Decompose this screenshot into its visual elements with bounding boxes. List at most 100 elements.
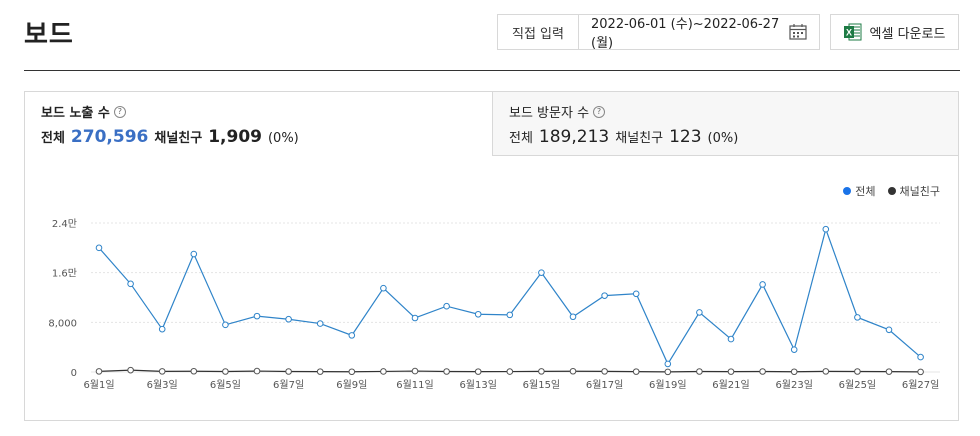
x-tick-label: 6월1일	[83, 379, 114, 391]
data-point-friend	[95, 368, 103, 375]
data-point-total	[474, 310, 482, 318]
data-point-friend	[917, 368, 924, 376]
legend-label-friend: 채널친구	[899, 185, 940, 198]
date-range-picker[interactable]: 직접 입력 2022-06-01 (수)~2022-06-27 (월)	[497, 14, 820, 51]
data-point-total	[380, 284, 387, 292]
x-tick-label: 6월15일	[523, 379, 561, 391]
friend-label: 채널친구	[154, 131, 203, 146]
data-point-total	[316, 320, 324, 327]
tab-title: 보드 방문자 수	[509, 106, 590, 121]
data-point-friend	[316, 368, 324, 375]
data-point-friend	[253, 367, 261, 375]
help-icon[interactable]: ?	[593, 105, 606, 118]
data-point-friend	[696, 368, 703, 375]
x-tick-label: 6월19일	[649, 379, 687, 391]
legend-dot-friend	[887, 187, 896, 195]
data-point-total	[506, 311, 514, 319]
x-tick-label: 6월13일	[459, 379, 497, 391]
legend-item-total[interactable]: 전체	[843, 183, 876, 199]
data-point-friend	[348, 368, 356, 376]
data-point-total	[253, 312, 261, 320]
data-point-friend	[380, 368, 387, 375]
data-point-friend	[790, 368, 798, 376]
date-mode-button[interactable]: 직접 입력	[498, 15, 579, 49]
x-tick-label: 6월17일	[586, 379, 624, 391]
x-tick-label: 6월3일	[147, 379, 178, 391]
data-point-total	[411, 314, 419, 322]
tab-title: 보드 노출 수	[41, 106, 110, 121]
excel-download-label: 엑셀 다운로드	[869, 26, 946, 42]
data-point-total	[727, 335, 735, 343]
data-point-friend	[127, 366, 134, 374]
data-point-total	[885, 326, 893, 334]
tab-board-visitors[interactable]: 보드 방문자 수 ? 전체 189,213 채널친구 123 (0%)	[492, 92, 958, 156]
total-label: 전체	[509, 131, 533, 146]
chart-legend: 전체 채널친구	[843, 183, 940, 199]
data-point-friend	[222, 368, 229, 375]
data-point-total	[127, 280, 134, 288]
data-point-total	[222, 321, 229, 329]
page-title: 보드	[24, 20, 74, 50]
header-divider	[24, 70, 960, 71]
legend-dot-total	[843, 187, 852, 195]
data-point-friend	[632, 368, 640, 375]
data-point-friend	[285, 368, 292, 375]
help-icon[interactable]: ?	[113, 105, 126, 118]
x-tick-label: 6월23일	[775, 379, 813, 391]
friend-percent: (0%)	[267, 131, 299, 146]
excel-icon: X	[843, 23, 862, 41]
data-point-friend	[158, 368, 166, 375]
data-point-friend	[727, 368, 735, 375]
data-point-total	[538, 269, 545, 276]
legend-item-friend[interactable]: 채널친구	[887, 183, 940, 199]
friend-percent: (0%)	[707, 131, 739, 146]
data-point-total	[790, 346, 798, 353]
data-point-friend	[190, 367, 198, 375]
data-point-total	[917, 353, 924, 361]
data-point-total	[822, 225, 830, 233]
data-point-friend	[443, 368, 450, 375]
data-point-total	[190, 250, 198, 258]
y-tick-label: 1.6만	[52, 268, 77, 280]
excel-download-button[interactable]: X 엑셀 다운로드	[830, 14, 959, 50]
x-tick-label: 6월27일	[902, 379, 940, 391]
y-tick-label: 0	[71, 368, 77, 379]
data-point-total	[285, 315, 292, 323]
data-point-friend	[506, 368, 514, 375]
x-tick-label: 6월25일	[839, 379, 877, 391]
data-point-total	[664, 360, 672, 368]
line-chart: 0 8,000 1.6만 2.4만 6월1일 6월3일 6월5일 6월7일 6월9일 6월11일 6…	[48, 218, 940, 391]
total-label: 전체	[41, 131, 65, 146]
data-point-friend	[411, 367, 419, 375]
data-point-friend	[569, 367, 577, 375]
x-tick-label: 6월21일	[712, 379, 750, 391]
friend-value: 1,909	[208, 127, 262, 147]
data-point-total	[95, 244, 103, 252]
data-point-total	[569, 313, 577, 321]
data-point-total	[632, 290, 640, 298]
friend-label: 채널친구	[615, 131, 664, 146]
data-point-total	[348, 332, 356, 339]
x-tick-label: 6월11일	[396, 379, 434, 391]
x-tick-label: 6월7일	[273, 379, 304, 391]
total-value: 189,213	[538, 127, 610, 147]
data-point-friend	[474, 368, 482, 375]
data-point-total	[601, 292, 608, 299]
tab-board-impressions[interactable]: 보드 노출 수 ? 전체 270,596 채널친구 1,909 (0%)	[25, 92, 492, 156]
series-line-total	[98, 227, 921, 366]
data-point-friend	[601, 368, 608, 375]
data-point-friend	[854, 368, 861, 375]
data-point-friend	[538, 368, 545, 375]
date-range-text[interactable]: 2022-06-01 (수)~2022-06-27 (월)	[591, 17, 780, 51]
data-point-friend	[759, 368, 766, 375]
friend-value: 123	[669, 127, 702, 147]
data-point-total	[443, 302, 450, 310]
svg-text:X: X	[846, 28, 852, 38]
x-tick-label: 6월5일	[210, 379, 241, 391]
data-point-total	[854, 314, 861, 321]
data-point-friend	[664, 368, 672, 376]
data-point-total	[158, 325, 166, 333]
data-point-friend	[885, 368, 893, 375]
calendar-icon[interactable]	[789, 24, 807, 40]
stats-card: 보드 노출 수 ? 전체 270,596 채널친구 1,909 (0%) 보드 …	[24, 91, 959, 421]
